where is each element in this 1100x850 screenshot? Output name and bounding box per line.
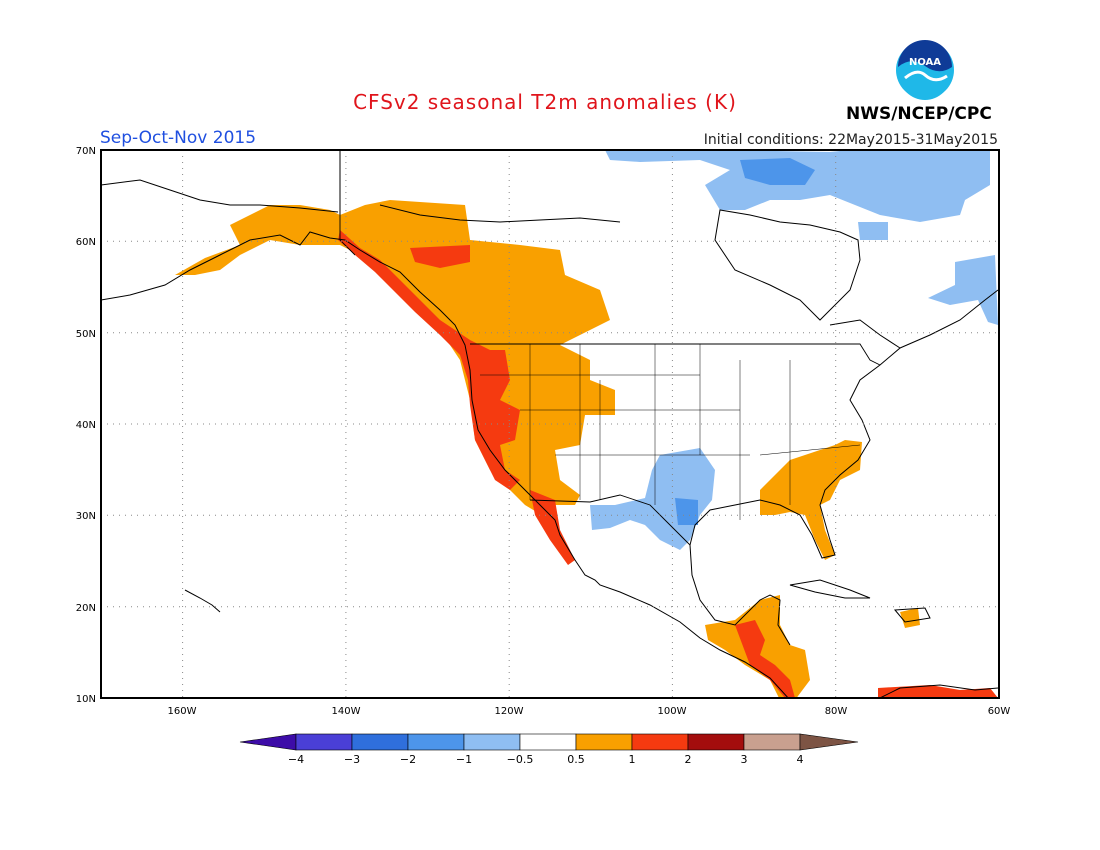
colorbar-label: −3: [344, 753, 360, 766]
warm-anomaly-alaska-canada: [175, 200, 615, 520]
colorbar-label: 1: [629, 753, 636, 766]
us-mexico-border: [529, 494, 691, 546]
hot-anomaly-west-coast: [338, 230, 520, 490]
colorbar-left-arrow: [239, 733, 297, 751]
colorbar-label: 3: [741, 753, 748, 766]
lat-label: 40N: [76, 420, 96, 431]
colorbar-swatch: [687, 733, 745, 751]
lon-label: 160W: [168, 706, 197, 717]
longitude-labels: 160W 140W 120W 100W 80W 60W: [168, 706, 1011, 717]
east-coast: [689, 319, 901, 646]
cuba: [789, 579, 871, 599]
colorbar-swatch: [295, 733, 353, 751]
hawaii: [184, 589, 221, 613]
hudson-bay: [714, 209, 861, 321]
colorbar-label: −4: [288, 753, 304, 766]
colorbar-label: −2: [400, 753, 416, 766]
labrador-coast: [899, 289, 999, 349]
cool-anomaly-texas: [590, 448, 715, 550]
colorbar-swatch: [519, 733, 577, 751]
hot-anomaly-bc: [410, 245, 470, 268]
latitude-labels: 70N 60N 50N 40N 30N 20N 10N: [76, 146, 96, 705]
us-canada-border: [470, 343, 881, 366]
initial-conditions: Initial conditions: 22May2015-31May2015: [703, 132, 998, 148]
hot-anomaly-baja: [530, 490, 575, 565]
lon-label: 60W: [988, 706, 1011, 717]
hispaniola: [893, 607, 931, 623]
lon-label: 120W: [495, 706, 524, 717]
lat-label: 60N: [76, 237, 96, 248]
lon-label: 100W: [658, 706, 687, 717]
anomaly-shading: [175, 150, 998, 698]
colorbar-swatch: [463, 733, 521, 751]
colorbar-label: −1: [456, 753, 472, 766]
north-coast: [101, 150, 621, 223]
gridlines: [101, 150, 999, 698]
state-borders: [480, 344, 861, 520]
lat-label: 20N: [76, 603, 96, 614]
cool-anomaly-labrador: [928, 255, 998, 325]
hot-anomaly-central-america: [735, 620, 795, 698]
season-label: Sep-Oct-Nov 2015: [100, 128, 257, 148]
lat-label: 70N: [76, 146, 96, 157]
noaa-logo: NOAA: [896, 40, 954, 100]
colorbar-label: 2: [685, 753, 692, 766]
agency-label: NWS/NCEP/CPC: [846, 104, 992, 124]
map-frame: [100, 149, 1000, 699]
colorbar-swatch: [743, 733, 801, 751]
cool-anomaly-arctic-core: [740, 158, 815, 185]
chart-title: CFSv2 seasonal T2m anomalies (K): [0, 90, 1099, 114]
lat-label: 50N: [76, 329, 96, 340]
svg-text:NOAA: NOAA: [909, 57, 941, 68]
lon-label: 140W: [332, 706, 361, 717]
colorbar-swatch: [351, 733, 409, 751]
warm-anomaly-southeast: [760, 440, 862, 560]
alaska-border: [339, 215, 356, 256]
colorbar-label: −0.5: [507, 753, 534, 766]
colorbar-swatch: [407, 733, 465, 751]
cool-anomaly-hudson: [858, 222, 888, 240]
hot-anomaly-south-america: [878, 685, 998, 698]
colorbar-label: 0.5: [567, 753, 585, 766]
colorbar-label: 4: [797, 753, 804, 766]
chart-title-text: CFSv2 seasonal T2m anomalies (K): [353, 90, 737, 114]
coastlines: [101, 150, 999, 698]
south-america: [879, 684, 999, 698]
warm-anomaly-caribbean: [900, 608, 920, 628]
cool-anomaly-arctic: [605, 150, 990, 222]
lat-label: 30N: [76, 511, 96, 522]
colorbar-right-arrow: [799, 733, 859, 751]
colorbar-swatch: [575, 733, 633, 751]
lon-label: 80W: [825, 706, 848, 717]
cool-anomaly-texas-core: [675, 498, 698, 525]
colorbar-swatch: [631, 733, 689, 751]
alaska-coast: [101, 231, 789, 698]
lat-label: 10N: [76, 694, 96, 705]
colorbar: −4 −3 −2 −1 −0.5 0.5 1 2 3 4: [239, 733, 859, 766]
